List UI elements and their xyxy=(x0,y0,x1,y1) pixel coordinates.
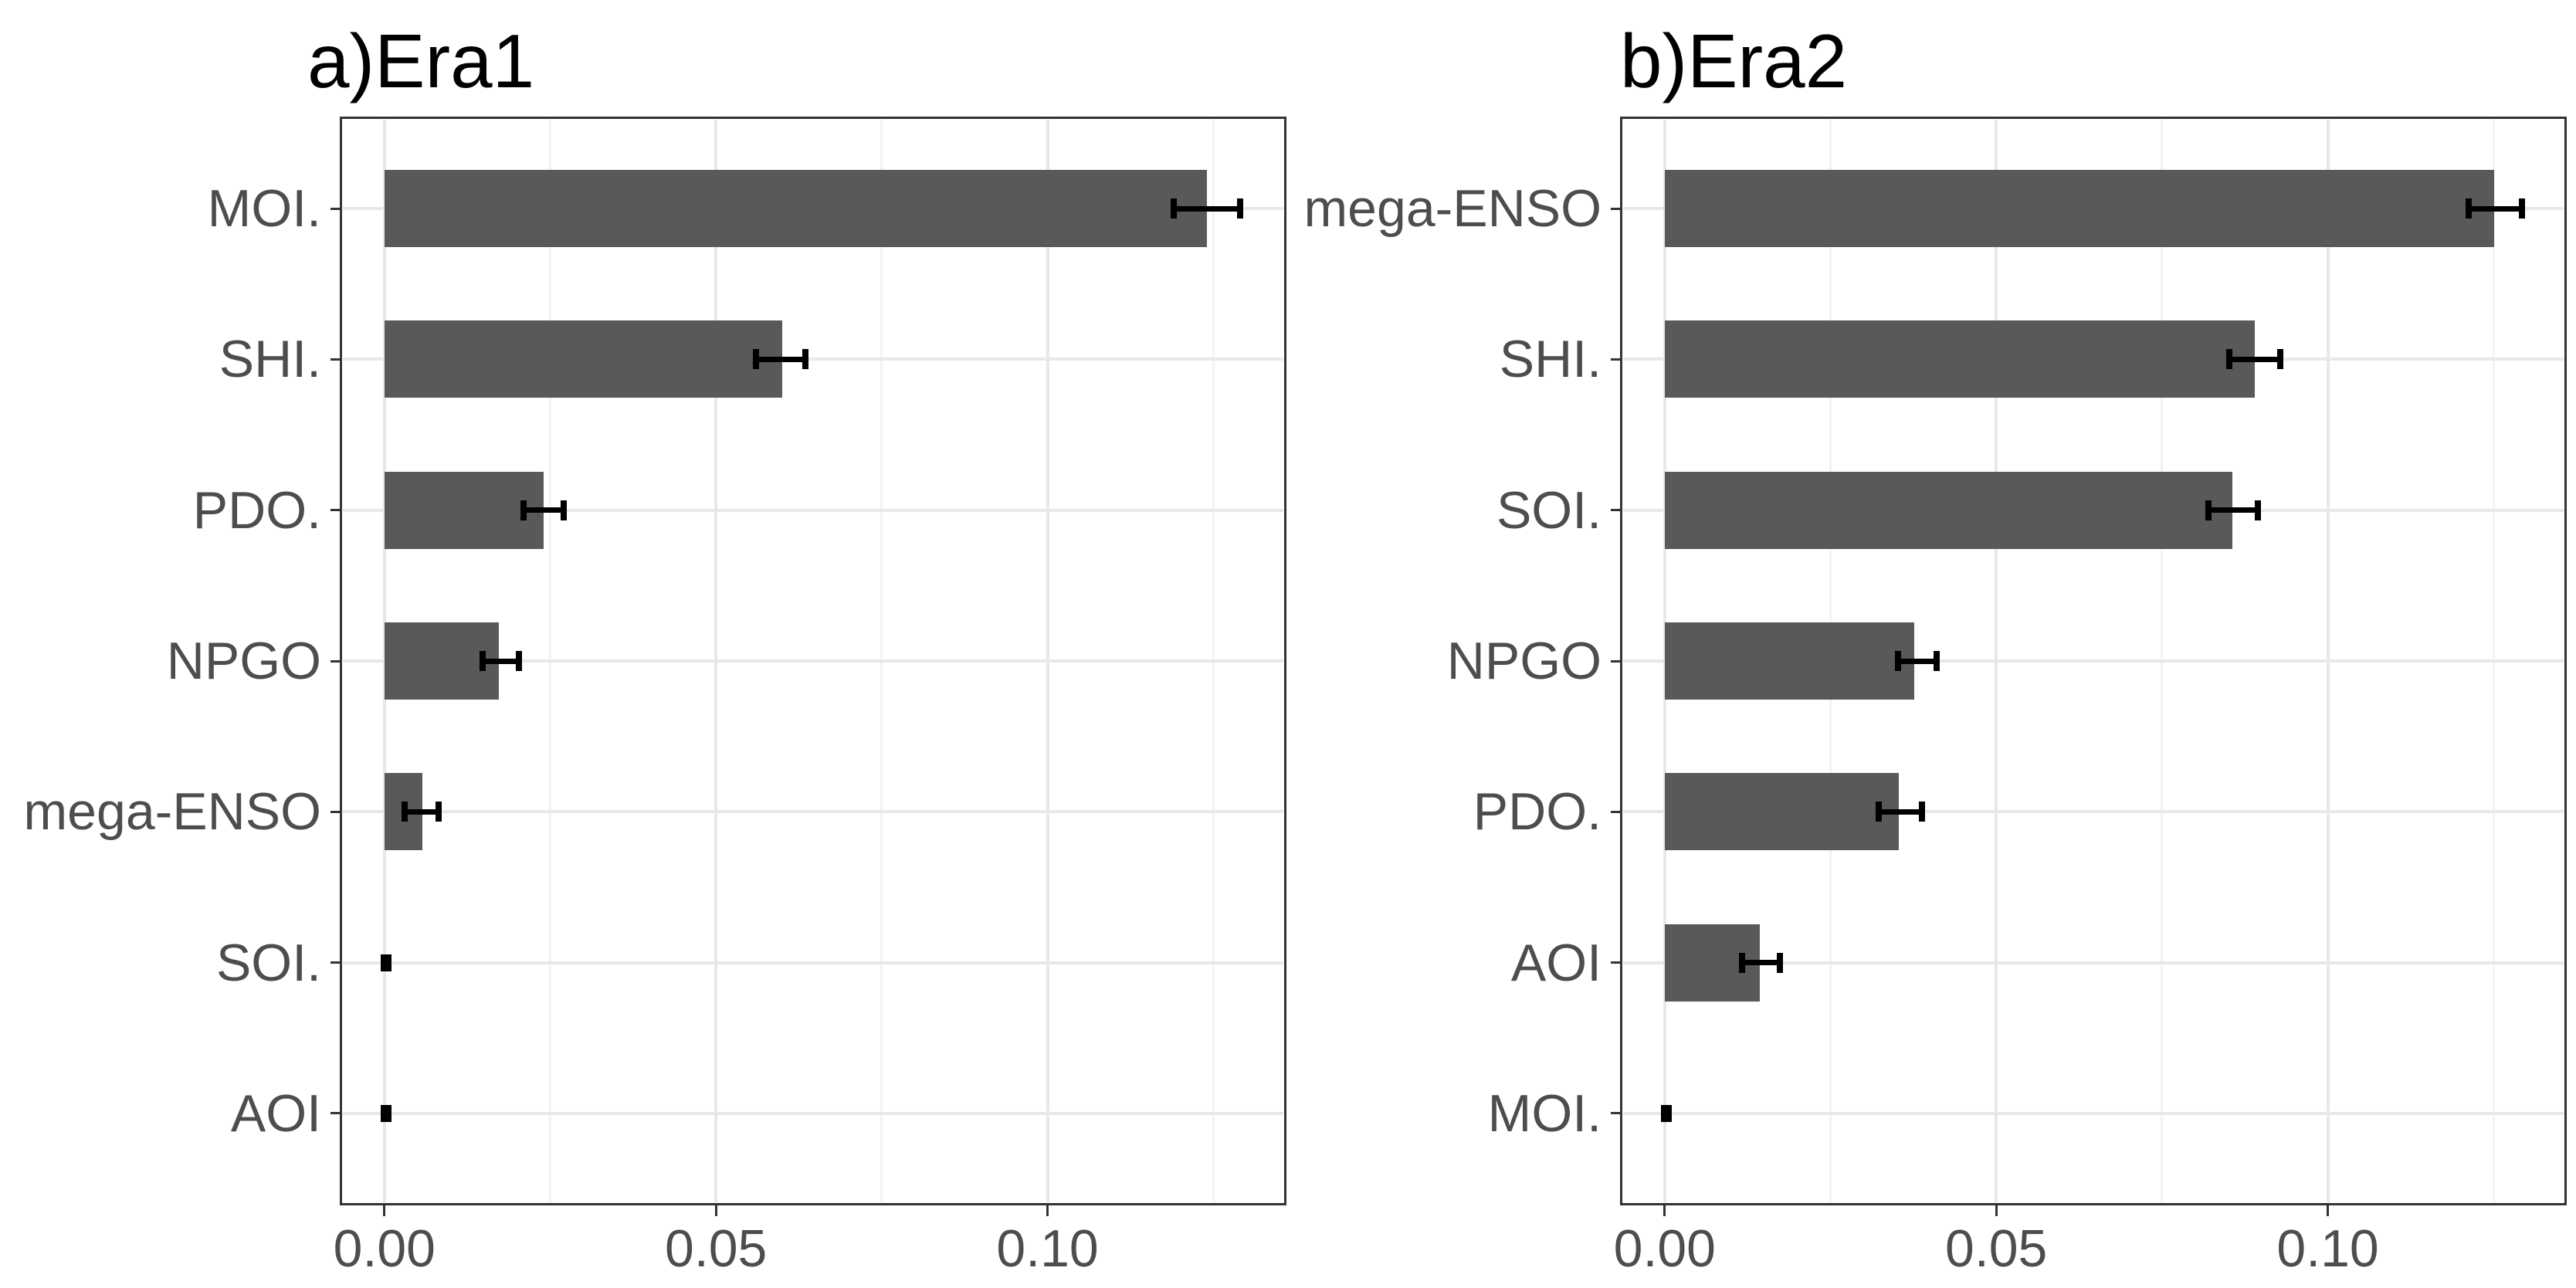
errorbar-cap xyxy=(436,802,442,822)
x-axis-tick-label: 0.10 xyxy=(2276,1219,2379,1278)
y-axis-tick xyxy=(1611,659,1622,663)
errorbar-cap xyxy=(1933,651,1940,671)
errorbar-cap xyxy=(401,802,408,822)
errorbar-cap xyxy=(1876,802,1883,822)
errorbar-cap xyxy=(1739,952,1746,973)
errorbar-cap xyxy=(2465,198,2472,219)
errorbar-line xyxy=(524,507,564,514)
grid-major-hline xyxy=(343,1111,1283,1115)
errorbar-cap xyxy=(2276,349,2283,370)
y-axis-label: SHI. xyxy=(219,330,321,389)
x-axis-tick-label: 0.10 xyxy=(996,1219,1099,1278)
grid-major-hline xyxy=(1623,961,2564,964)
y-axis-tick xyxy=(330,358,341,361)
grid-major-hline xyxy=(343,961,1283,964)
near-zero-point-marker xyxy=(380,1104,391,1122)
y-axis-label: AOI xyxy=(1510,933,1602,992)
errorbar-line xyxy=(404,808,439,815)
grid-major-hline xyxy=(343,659,1283,663)
y-axis-tick xyxy=(1611,1112,1622,1115)
bar xyxy=(1664,622,1914,700)
x-axis-tick xyxy=(1663,1205,1666,1216)
x-axis-tick xyxy=(383,1205,386,1216)
errorbar-cap xyxy=(1895,651,1902,671)
bar xyxy=(384,170,1207,248)
x-axis-tick xyxy=(2327,1205,2330,1216)
errorbar-cap xyxy=(1170,198,1177,219)
errorbar-cap xyxy=(2519,198,2526,219)
errorbar-cap xyxy=(1919,802,1925,822)
errorbar-cap xyxy=(560,500,567,520)
panel-border xyxy=(1620,117,2567,1205)
errorbar-line xyxy=(2208,507,2259,514)
y-axis-tick xyxy=(330,659,341,663)
y-axis-tick xyxy=(1611,358,1622,361)
errorbar-cap xyxy=(2255,500,2262,520)
grid-major-hline xyxy=(1623,1111,2564,1115)
panel-b-title: b)Era2 xyxy=(1620,19,1848,103)
y-axis-label: MOI. xyxy=(1487,1083,1602,1143)
errorbar-cap xyxy=(479,651,486,671)
y-axis-label: PDO. xyxy=(1473,782,1602,842)
grid-major-hline xyxy=(343,810,1283,814)
y-axis-label: MOI. xyxy=(207,179,321,239)
errorbar-line xyxy=(1742,960,1781,966)
errorbar-line xyxy=(1173,205,1240,212)
errorbar-cap xyxy=(2205,500,2212,520)
bar xyxy=(1664,170,2495,248)
near-zero-point-marker xyxy=(1660,1104,1672,1122)
errorbar-cap xyxy=(1777,952,1784,973)
errorbar-cap xyxy=(2226,349,2233,370)
errorbar-cap xyxy=(752,349,759,370)
errorbar-line xyxy=(755,356,806,362)
x-axis-tick-label: 0.00 xyxy=(1613,1219,1716,1278)
y-axis-label: SOI. xyxy=(1496,480,1602,540)
errorbar-cap xyxy=(516,651,523,671)
y-axis-tick xyxy=(330,509,341,512)
y-axis-label: mega-ENSO xyxy=(1303,179,1602,239)
panel-a-title: a)Era1 xyxy=(307,19,535,103)
y-axis-label: SOI. xyxy=(215,933,321,992)
y-axis-tick xyxy=(330,207,341,210)
x-axis-tick xyxy=(1046,1205,1049,1216)
errorbar-line xyxy=(1879,808,1922,815)
near-zero-point-marker xyxy=(380,954,391,971)
errorbar-line xyxy=(2229,356,2280,362)
y-axis-tick xyxy=(330,961,341,964)
errorbar-line xyxy=(2468,205,2523,212)
y-axis-label: NPGO xyxy=(166,632,321,690)
grid-major-hline xyxy=(1623,810,2564,814)
grid-major-hline xyxy=(1623,659,2564,663)
y-axis-tick xyxy=(1611,207,1622,210)
errorbar-cap xyxy=(520,500,527,520)
errorbar-cap xyxy=(802,349,809,370)
bar xyxy=(1664,471,2232,549)
grid-major-hline xyxy=(343,358,1283,361)
y-axis-label: AOI xyxy=(230,1083,321,1143)
bar xyxy=(384,471,544,549)
x-axis-tick-label: 0.05 xyxy=(1945,1219,2048,1278)
errorbar-line xyxy=(482,658,520,664)
bar xyxy=(1664,773,1899,851)
bar xyxy=(384,320,783,398)
y-axis-tick xyxy=(330,810,341,813)
y-axis-label: SHI. xyxy=(1499,330,1602,389)
y-axis-tick xyxy=(1611,961,1622,964)
y-axis-tick xyxy=(1611,810,1622,813)
y-axis-label: mega-ENSO xyxy=(23,782,321,842)
errorbar-line xyxy=(1898,658,1937,664)
x-axis-tick xyxy=(1995,1205,1998,1216)
grid-major-hline xyxy=(343,508,1283,512)
y-axis-tick xyxy=(330,1112,341,1115)
errorbar-cap xyxy=(1236,198,1243,219)
y-axis-label: NPGO xyxy=(1446,632,1602,690)
x-axis-tick-label: 0.05 xyxy=(665,1219,768,1278)
bar xyxy=(1664,320,2256,398)
x-axis-tick xyxy=(714,1205,717,1216)
y-axis-label: PDO. xyxy=(192,480,321,540)
y-axis-tick xyxy=(1611,509,1622,512)
x-axis-tick-label: 0.00 xyxy=(333,1219,436,1278)
